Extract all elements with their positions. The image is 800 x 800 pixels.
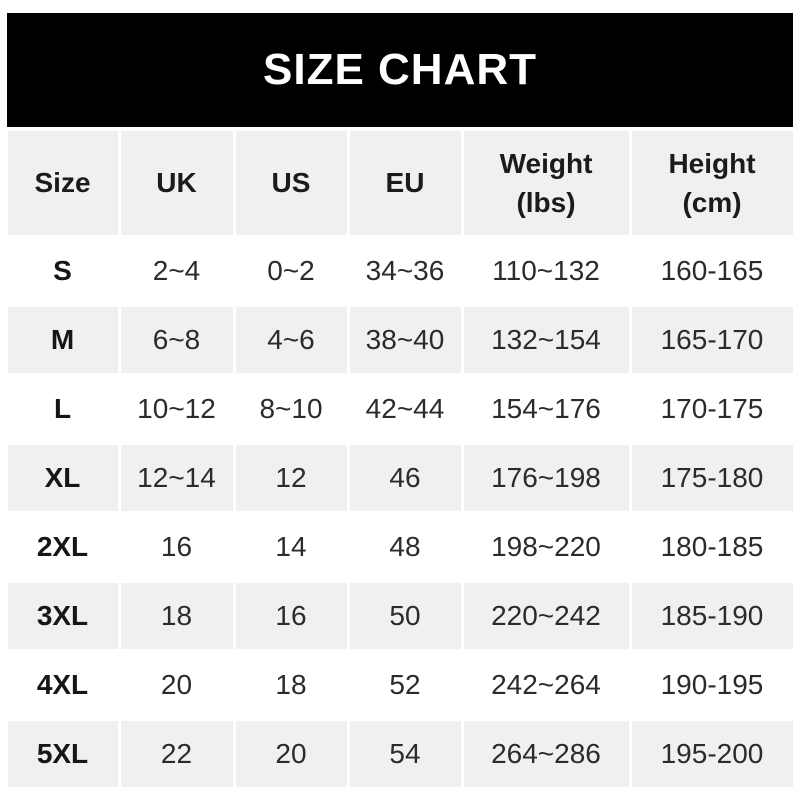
column-header-weight: Weight (lbs) xyxy=(463,131,629,235)
value-cell: 195-200 xyxy=(631,721,793,787)
value-cell: 4~6 xyxy=(235,307,347,373)
column-header-eu: EU xyxy=(349,131,461,235)
value-cell: 176~198 xyxy=(463,445,629,511)
value-cell: 110~132 xyxy=(463,238,629,304)
value-cell: 154~176 xyxy=(463,376,629,442)
value-cell: 198~220 xyxy=(463,514,629,580)
size-cell: 3XL xyxy=(7,583,118,649)
column-header-line1: Height xyxy=(668,147,756,179)
value-cell: 2~4 xyxy=(120,238,233,304)
value-cell: 8~10 xyxy=(235,376,347,442)
value-cell: 42~44 xyxy=(349,376,461,442)
size-cell: L xyxy=(7,376,118,442)
size-chart-banner: SIZE CHART xyxy=(7,13,793,127)
value-cell: 180-185 xyxy=(631,514,793,580)
column-header-line1: Size xyxy=(34,167,91,199)
size-cell: 5XL xyxy=(7,721,118,787)
value-cell: 132~154 xyxy=(463,307,629,373)
table-row: 5XL 22 20 54 264~286 195-200 xyxy=(7,721,793,787)
value-cell: 22 xyxy=(120,721,233,787)
value-cell: 54 xyxy=(349,721,461,787)
value-cell: 52 xyxy=(349,652,461,718)
size-cell: S xyxy=(7,238,118,304)
table-row: 4XL 20 18 52 242~264 190-195 xyxy=(7,652,793,718)
column-header-line1: EU xyxy=(385,167,425,199)
value-cell: 10~12 xyxy=(120,376,233,442)
value-cell: 0~2 xyxy=(235,238,347,304)
size-chart-table-body: S 2~4 0~2 34~36 110~132 160-165 M 6~8 4~6 38~40 13… xyxy=(7,238,793,787)
size-chart-table: Size UK US EU Weight (lbs) Height (cm) xyxy=(5,128,796,790)
table-row: M 6~8 4~6 38~40 132~154 165-170 xyxy=(7,307,793,373)
size-chart-header: Size UK US EU Weight (lbs) Height (cm) xyxy=(7,131,793,235)
value-cell: 220~242 xyxy=(463,583,629,649)
value-cell: 242~264 xyxy=(463,652,629,718)
header-row: Size UK US EU Weight (lbs) Height (cm) xyxy=(7,131,793,235)
table-row: L 10~12 8~10 42~44 154~176 170-175 xyxy=(7,376,793,442)
size-cell: 2XL xyxy=(7,514,118,580)
value-cell: 50 xyxy=(349,583,461,649)
value-cell: 20 xyxy=(235,721,347,787)
value-cell: 46 xyxy=(349,445,461,511)
table-row: 2XL 16 14 48 198~220 180-185 xyxy=(7,514,793,580)
table-row: S 2~4 0~2 34~36 110~132 160-165 xyxy=(7,238,793,304)
value-cell: 38~40 xyxy=(349,307,461,373)
column-header-line1: US xyxy=(271,167,311,199)
column-header-line2: (lbs) xyxy=(516,187,576,218)
size-cell: M xyxy=(7,307,118,373)
column-header-height: Height (cm) xyxy=(631,131,793,235)
value-cell: 160-165 xyxy=(631,238,793,304)
value-cell: 12~14 xyxy=(120,445,233,511)
column-header-size: Size xyxy=(7,131,118,235)
column-header-line1: UK xyxy=(156,167,197,199)
value-cell: 48 xyxy=(349,514,461,580)
column-header-us: US xyxy=(235,131,347,235)
value-cell: 34~36 xyxy=(349,238,461,304)
value-cell: 16 xyxy=(235,583,347,649)
size-cell: 4XL xyxy=(7,652,118,718)
column-header-uk: UK xyxy=(120,131,233,235)
value-cell: 185-190 xyxy=(631,583,793,649)
value-cell: 18 xyxy=(235,652,347,718)
table-row: XL 12~14 12 46 176~198 175-180 xyxy=(7,445,793,511)
table-row: 3XL 18 16 50 220~242 185-190 xyxy=(7,583,793,649)
page-title: SIZE CHART xyxy=(263,45,537,94)
value-cell: 6~8 xyxy=(120,307,233,373)
column-header-line2: (cm) xyxy=(682,187,742,218)
value-cell: 20 xyxy=(120,652,233,718)
column-header-line1: Weight xyxy=(499,147,593,179)
value-cell: 170-175 xyxy=(631,376,793,442)
value-cell: 14 xyxy=(235,514,347,580)
value-cell: 190-195 xyxy=(631,652,793,718)
value-cell: 264~286 xyxy=(463,721,629,787)
value-cell: 12 xyxy=(235,445,347,511)
size-cell: XL xyxy=(7,445,118,511)
value-cell: 18 xyxy=(120,583,233,649)
value-cell: 165-170 xyxy=(631,307,793,373)
value-cell: 16 xyxy=(120,514,233,580)
value-cell: 175-180 xyxy=(631,445,793,511)
